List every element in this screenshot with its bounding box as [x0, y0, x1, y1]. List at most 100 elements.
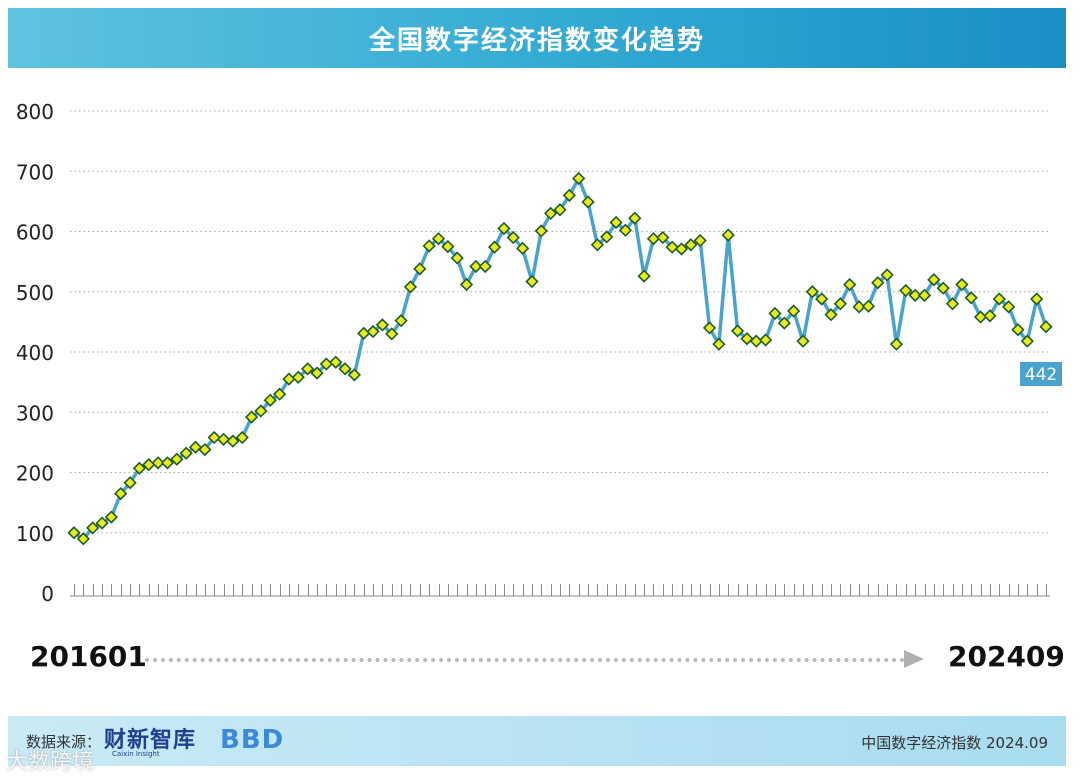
data-point-14: [198, 442, 212, 457]
data-point-93: [936, 281, 950, 295]
data-point-104: [1039, 320, 1053, 334]
data-point-44: [478, 259, 492, 274]
range-end-label: 202409: [948, 640, 1065, 673]
data-point-70: [721, 228, 735, 242]
data-point-75: [768, 306, 782, 321]
data-point-81: [824, 308, 838, 322]
data-point-90: [908, 288, 922, 302]
range-arrow-icon: [904, 650, 924, 668]
end-label-text: 442: [1025, 365, 1057, 385]
data-point-74: [758, 333, 773, 347]
data-point-58: [609, 215, 623, 230]
source-label: 数据来源：: [26, 733, 102, 751]
data-point-20: [254, 404, 268, 418]
watermark: 大数跨境: [6, 750, 95, 775]
data-point-12: [179, 446, 193, 460]
data-point-92: [927, 273, 941, 287]
y-tick-label-800: 800: [16, 100, 54, 124]
data-point-5: [114, 486, 128, 501]
data-point-2: [86, 521, 100, 535]
footer-bar: 数据来源： 财新智库 Caixin Insight BBD 中国数字经济指数 2…: [8, 716, 1066, 766]
data-point-65: [674, 242, 689, 256]
data-point-69: [712, 337, 726, 351]
y-tick-label-500: 500: [16, 281, 54, 305]
y-tick-label-0: 0: [41, 582, 54, 606]
data-point-35: [394, 314, 408, 328]
data-point-17: [226, 434, 240, 448]
series-line: [73, 176, 1048, 541]
caixin-logo: 财新智库: [104, 728, 197, 753]
data-point-22: [272, 387, 287, 401]
data-point-68: [702, 321, 717, 335]
data-point-38: [422, 239, 436, 253]
data-point-67: [693, 233, 707, 248]
data-point-78: [796, 334, 810, 348]
data-point-86: [871, 276, 885, 290]
data-point-95: [955, 277, 969, 292]
data-point-77: [787, 304, 801, 318]
data-point-13: [188, 440, 203, 454]
data-point-24: [291, 370, 305, 384]
data-point-55: [581, 195, 595, 209]
data-point-64: [665, 240, 679, 254]
date-range: 201601 202409: [0, 640, 1080, 680]
data-point-53: [562, 188, 576, 202]
footer-index-label: 中国数字经济指数 2024.09: [861, 734, 1048, 752]
data-markers: [67, 171, 1053, 546]
data-point-42: [459, 277, 474, 292]
data-point-39: [431, 232, 446, 246]
data-point-15: [207, 430, 221, 445]
data-point-76: [777, 316, 791, 330]
data-point-33: [375, 318, 390, 332]
data-point-97: [973, 310, 988, 324]
data-point-57: [600, 230, 614, 244]
data-point-18: [235, 430, 249, 445]
data-point-26: [310, 366, 324, 380]
data-point-54: [572, 171, 586, 186]
range-start-label: 201601: [30, 640, 147, 673]
data-point-40: [441, 239, 455, 254]
data-point-51: [544, 206, 558, 221]
y-tick-label-400: 400: [16, 341, 54, 365]
y-tick-label-100: 100: [16, 522, 54, 546]
data-point-6: [123, 476, 137, 490]
data-point-101: [1011, 323, 1025, 337]
data-point-31: [357, 326, 371, 340]
caixin-logo-subtitle: Caixin Insight: [112, 750, 160, 758]
data-point-37: [413, 262, 427, 276]
data-point-96: [964, 291, 978, 305]
x-axis-ticks: [70, 584, 1050, 597]
data-point-87: [880, 268, 894, 282]
title-bar: 全国数字经济指数变化趋势: [8, 8, 1066, 68]
data-point-43: [469, 259, 483, 274]
chart-title: 全国数字经济指数变化趋势: [368, 25, 705, 56]
bbd-logo: BBD: [220, 725, 285, 755]
data-point-72: [740, 332, 754, 346]
y-tick-label-200: 200: [16, 462, 54, 486]
data-point-56: [590, 238, 605, 252]
data-point-73: [749, 334, 763, 348]
end-label-box: [1020, 362, 1062, 386]
data-point-50: [534, 224, 548, 238]
data-point-45: [487, 240, 502, 254]
data-point-98: [983, 309, 997, 323]
data-point-47: [506, 230, 520, 245]
data-point-28: [329, 355, 343, 369]
data-point-0: [67, 526, 81, 540]
data-point-88: [889, 337, 904, 351]
y-axis-ticks: 0 100 200 300 400 500 600 700 800: [16, 100, 54, 606]
data-point-48: [515, 241, 530, 256]
data-point-52: [553, 203, 567, 217]
data-point-82: [833, 297, 848, 311]
data-point-84: [852, 300, 866, 314]
data-point-21: [263, 393, 277, 407]
range-dotted-line: [145, 658, 905, 662]
data-point-11: [170, 452, 184, 466]
data-point-62: [646, 232, 661, 246]
data-point-4: [104, 510, 119, 524]
data-point-41: [450, 251, 464, 265]
data-point-99: [992, 292, 1006, 306]
data-point-85: [861, 299, 876, 313]
data-point-19: [244, 410, 259, 424]
data-point-83: [843, 277, 857, 292]
